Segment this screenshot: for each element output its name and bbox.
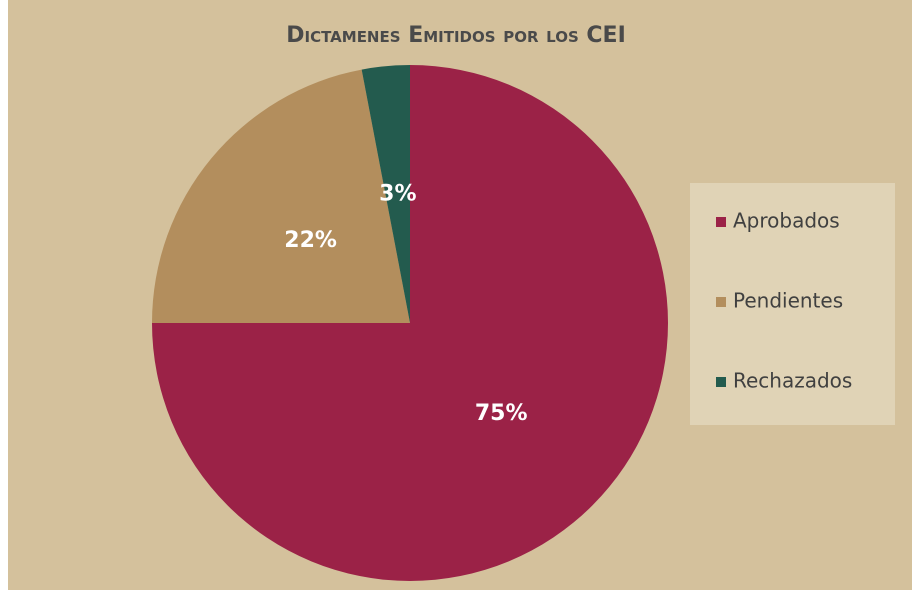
legend-swatch bbox=[716, 217, 726, 227]
legend-label: Pendientes bbox=[733, 289, 843, 313]
pie-slice bbox=[361, 65, 410, 323]
chart-title: Dictamenes Emitidos por los CEI bbox=[286, 23, 626, 48]
legend-swatch bbox=[716, 297, 726, 307]
data-label: 75% bbox=[475, 401, 528, 426]
data-label: 22% bbox=[284, 228, 337, 253]
legend-label: Aprobados bbox=[733, 209, 840, 233]
pie-slice bbox=[152, 69, 410, 324]
legend-swatch bbox=[716, 377, 726, 387]
data-label: 3% bbox=[379, 182, 416, 207]
legend-label: Rechazados bbox=[733, 369, 852, 393]
